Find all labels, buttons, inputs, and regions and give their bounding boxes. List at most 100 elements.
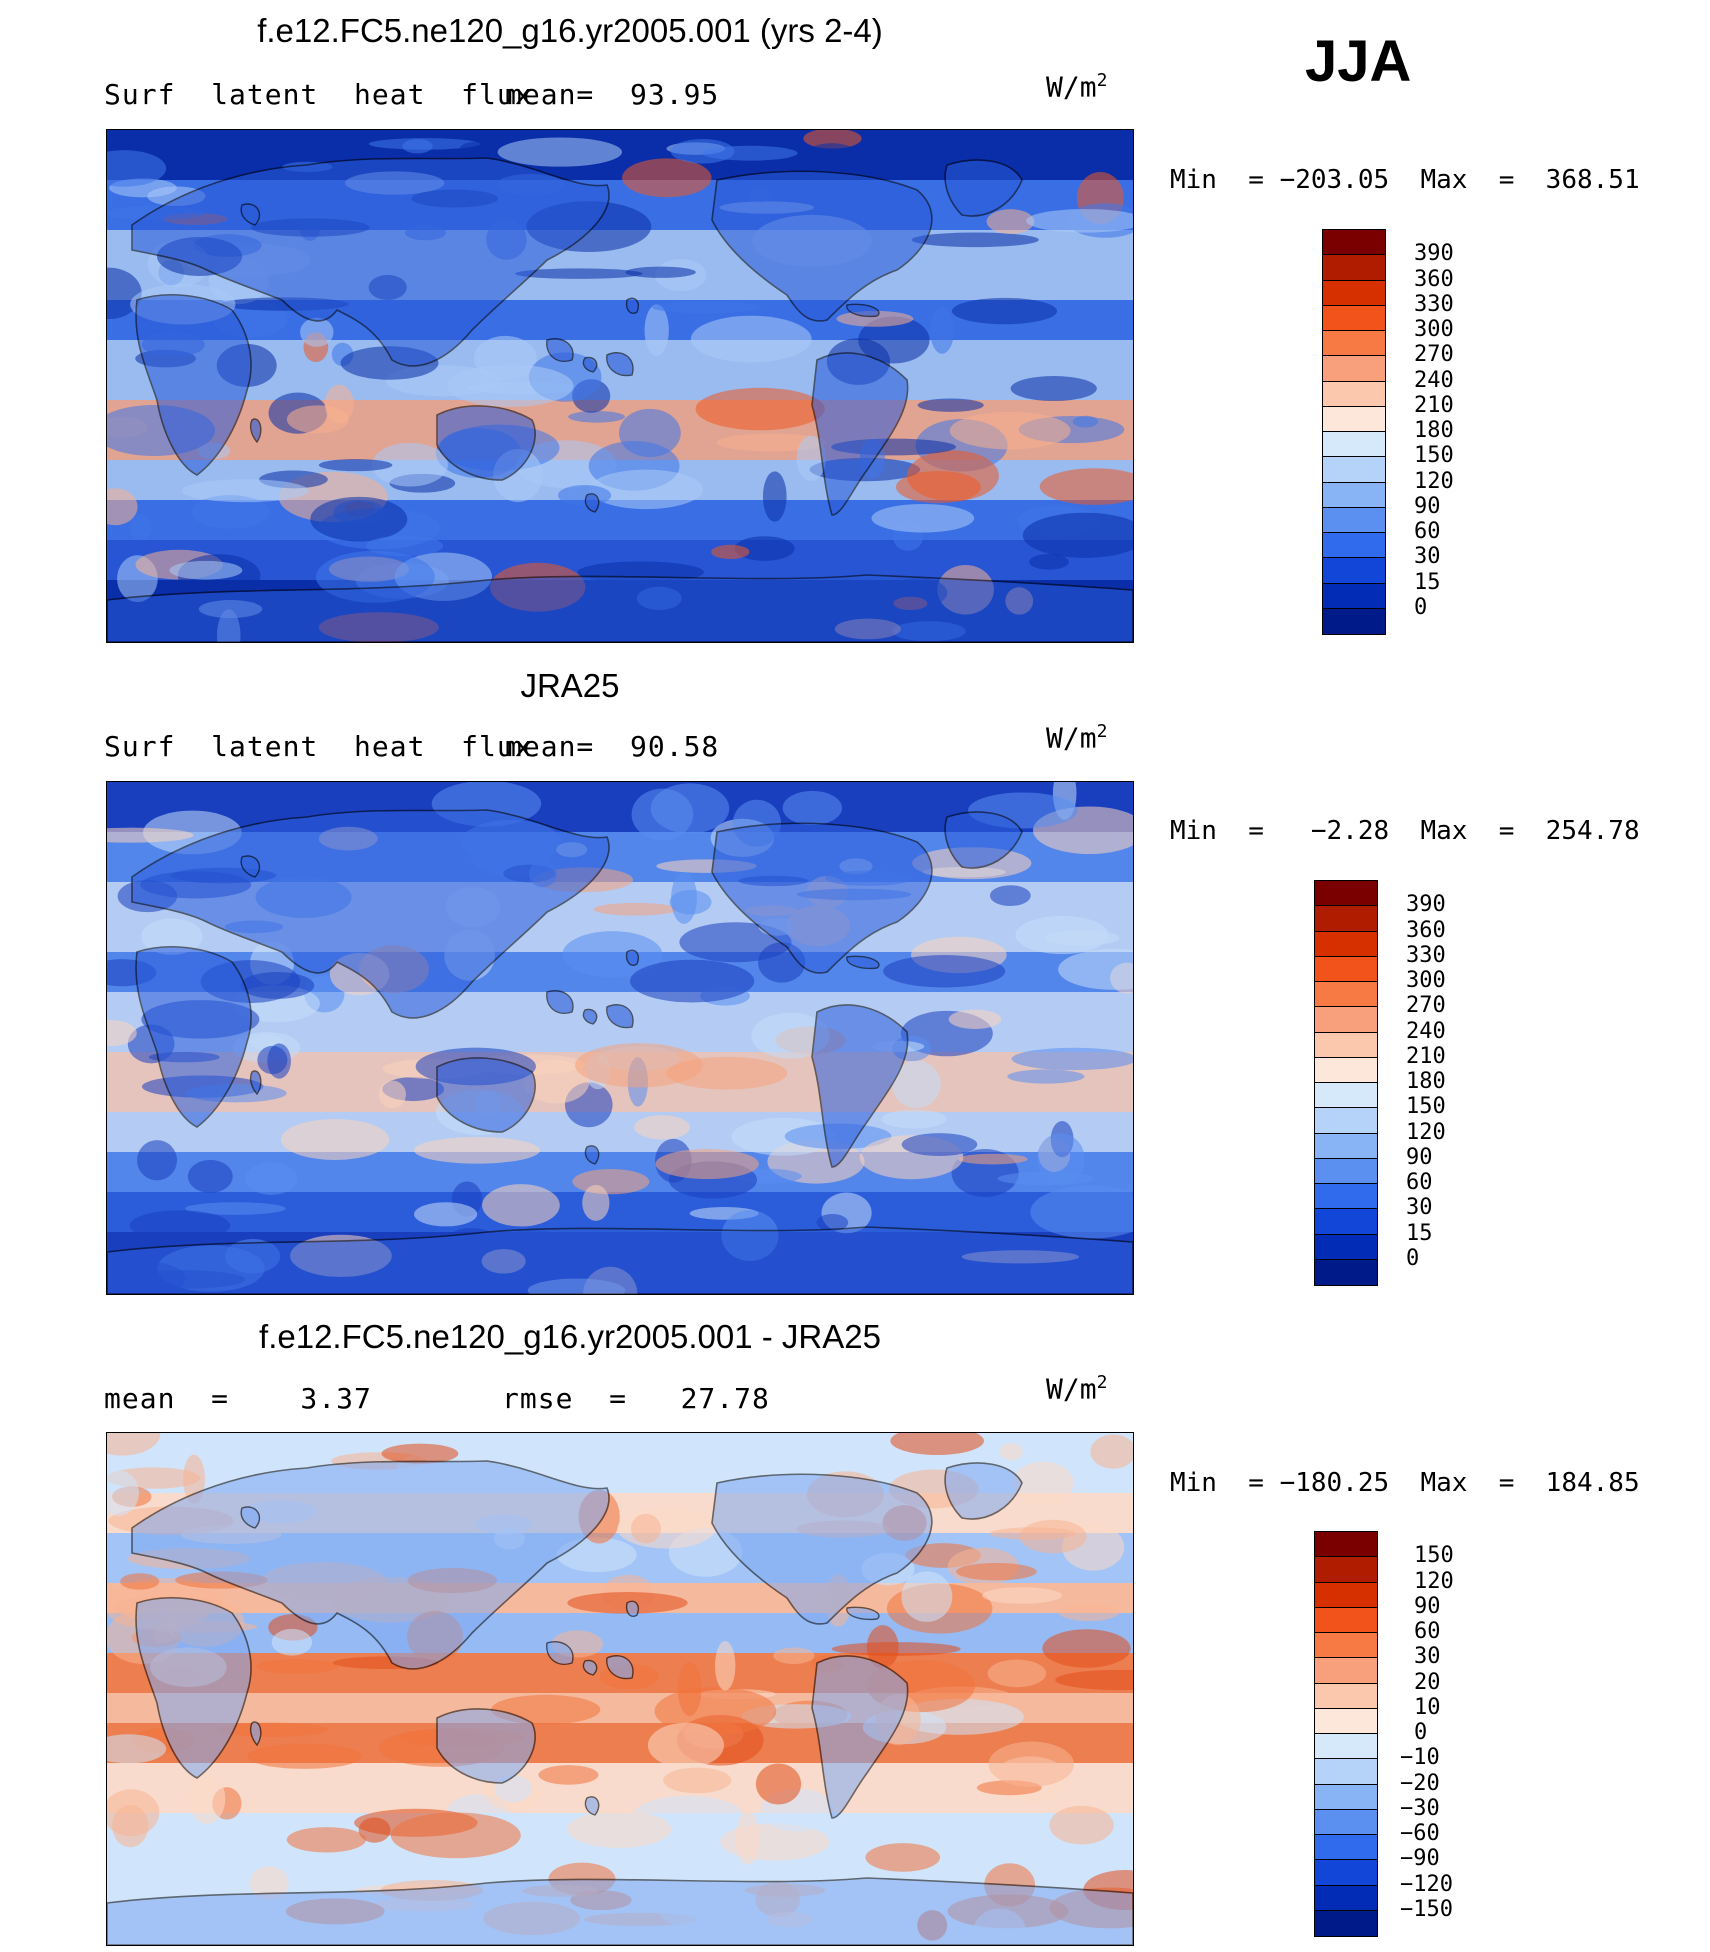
colorbar-tick-label: 30 [1406, 1195, 1433, 1221]
map-field-blob [711, 544, 750, 559]
map-field-blob [107, 1470, 139, 1516]
map-field-blob [191, 495, 269, 529]
colorbar-swatch [1315, 1809, 1377, 1835]
map-field-blob [1058, 1602, 1120, 1622]
map-field-blob [129, 514, 152, 541]
map-field-blob [735, 1811, 760, 1865]
panel-2-title: JRA25 [520, 667, 620, 704]
map-field-blob [286, 405, 349, 434]
colorbar-tick-label: 390 [1414, 241, 1454, 267]
coastline [846, 1606, 880, 1621]
map-field-blob [858, 316, 930, 364]
map-field-blob [371, 442, 448, 487]
map-field-blob [358, 1817, 391, 1843]
map-field-blob [1012, 1461, 1074, 1505]
coastline [240, 203, 260, 226]
coastline [436, 405, 536, 481]
coastline [625, 1600, 639, 1617]
map-field-blob [568, 410, 625, 423]
map-field-blob [497, 137, 623, 167]
colorbar-swatch [1315, 1532, 1377, 1558]
colorbar-swatch [1315, 1759, 1377, 1785]
colorbar-swatch [1323, 255, 1385, 281]
colorbar-swatch [1315, 1184, 1377, 1210]
map-field-blob [187, 1159, 233, 1193]
panel-2-variable-label: Surf latent heat flux [104, 730, 533, 763]
coastline [582, 1659, 598, 1676]
map-field-blob [562, 931, 663, 978]
coastline [811, 1004, 909, 1168]
colorbar-tick-label: 90 [1414, 493, 1441, 519]
map-field-blob [762, 471, 787, 522]
map-field-blob [107, 488, 138, 526]
map-field-blob [982, 1587, 1063, 1604]
coastline [582, 1008, 598, 1025]
colorbar-tick-label: 210 [1414, 392, 1454, 418]
map-field-blob [366, 535, 444, 557]
map-field-blob [1053, 1433, 1093, 1448]
map-field-blob [782, 790, 843, 826]
colorbar-tick-label: −120 [1400, 1871, 1453, 1897]
coastline [584, 1796, 600, 1816]
colorbar-swatch [1315, 982, 1377, 1008]
colorbar-swatch [1315, 1259, 1377, 1285]
map-field-blob [911, 232, 1039, 248]
colorbar-tick-label: 180 [1414, 418, 1454, 443]
coastline [436, 1708, 536, 1784]
colorbar-swatch [1323, 406, 1385, 432]
map-field-blob [1058, 948, 1133, 990]
map-field-blob [169, 560, 243, 580]
map-field-blob [378, 1080, 407, 1109]
coastline [625, 949, 639, 966]
coastline [546, 1641, 574, 1665]
colorbar-tick-label: −90 [1400, 1846, 1440, 1872]
map-field-blob [949, 411, 1071, 450]
colorbar-tick-label: 240 [1406, 1018, 1446, 1044]
map-field-blob [871, 503, 975, 533]
colorbar-tick-label: 150 [1414, 1543, 1454, 1569]
map-field-blob [1036, 1133, 1085, 1185]
colorbar-swatch [1315, 1885, 1377, 1911]
map-field-blob [987, 1659, 1047, 1688]
map-field-blob [217, 1722, 328, 1737]
panel-3-units: W/m2 [1046, 1372, 1108, 1406]
colorbar-swatch [1315, 1032, 1377, 1058]
panel-3-colorbar [1314, 1531, 1378, 1937]
map-field-blob [249, 1866, 289, 1901]
map-field-blob [271, 1628, 313, 1656]
colorbar-swatch [1323, 230, 1385, 256]
map-field-blob [930, 306, 955, 354]
colorbar-swatch [1323, 457, 1385, 483]
panel-2-map-svg [107, 782, 1133, 1294]
coastline [249, 1070, 262, 1096]
coastline [606, 1004, 634, 1029]
colorbar-tick-label: 300 [1406, 968, 1446, 993]
coastline [135, 294, 252, 476]
map-field-blob [318, 459, 393, 472]
panel-1-map [106, 129, 1134, 643]
map-field-blob [107, 827, 194, 843]
map-field-blob [107, 150, 167, 187]
season-label: JJA [1305, 29, 1412, 94]
map-field-blob [1090, 1434, 1133, 1469]
map-field-blob [414, 1202, 478, 1227]
map-field-blob [523, 1059, 590, 1104]
map-field-blob [558, 485, 612, 506]
panel-3-mean-label: mean = 3.37 [104, 1382, 372, 1415]
map-field-blob [1010, 376, 1097, 402]
colorbar-swatch [1323, 280, 1385, 306]
colorbar-swatch [1315, 1860, 1377, 1886]
panel-2-colorbar-labels: 390 360 330 300 270 240 210 180 150 120 90 60 30 15 0 [1392, 880, 1512, 1284]
map-field-blob [567, 1810, 672, 1848]
colorbar-swatch [1315, 1057, 1377, 1083]
map-field-blob [141, 918, 203, 955]
colorbar-swatch [1323, 482, 1385, 508]
colorbar-tick-label: 15 [1414, 569, 1441, 595]
coastline [711, 170, 933, 322]
colorbar-swatch [1315, 931, 1377, 957]
map-field-blob [1011, 1047, 1133, 1071]
colorbar-swatch [1315, 1658, 1377, 1684]
map-field-blob [1042, 1629, 1131, 1668]
map-field-blob [652, 301, 760, 314]
colorbar-tick-label: 330 [1414, 291, 1454, 317]
